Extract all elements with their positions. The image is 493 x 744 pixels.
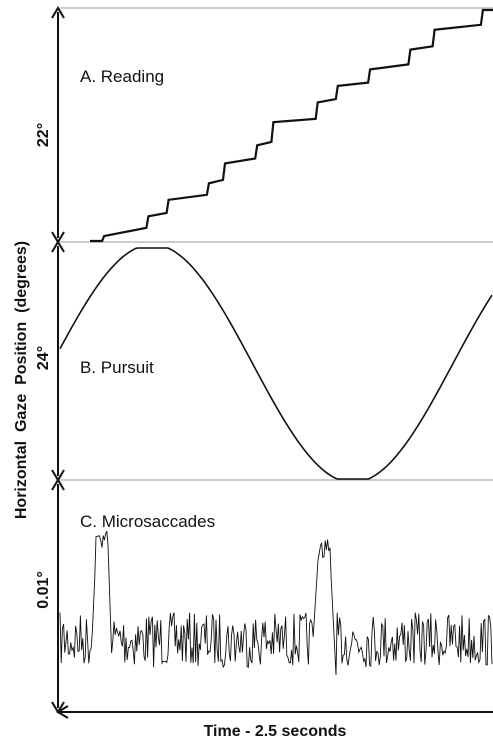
panel-c-title: C. Microsaccades	[80, 512, 215, 531]
y-axis-title: Horizontal Gaze Position (degrees)	[13, 241, 30, 519]
x-axis-title: Time - 2.5 seconds	[204, 723, 347, 740]
panel-b-title: B. Pursuit	[80, 358, 154, 377]
pursuit-trace	[59, 247, 493, 480]
panel-a-title: A. Reading	[80, 67, 164, 86]
scale-label-b: 24°	[35, 346, 52, 370]
scale-bar-c	[51, 478, 65, 714]
time-axis-arrow	[56, 705, 493, 719]
scale-label-a: 22°	[35, 123, 52, 147]
scale-label-c: 0.01°	[35, 571, 52, 609]
scale-bar-a	[51, 6, 65, 244]
scale-bar-b	[51, 240, 65, 482]
microsaccades-trace	[59, 530, 493, 676]
reading-trace	[90, 8, 493, 243]
